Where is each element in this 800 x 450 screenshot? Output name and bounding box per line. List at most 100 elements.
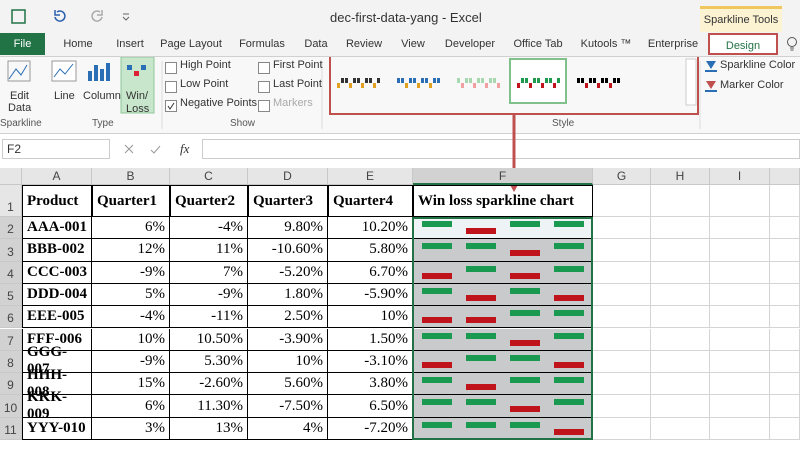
column-header[interactable]: G	[593, 168, 651, 185]
ribbon-tab[interactable]: Office Tab	[513, 38, 563, 50]
table-cell[interactable]: 3.80%	[328, 373, 413, 396]
table-cell[interactable]: 5.30%	[170, 350, 248, 374]
data-label[interactable]: Data	[8, 102, 32, 114]
row-header[interactable]: 2	[0, 217, 22, 240]
name-box[interactable]: F2	[2, 139, 110, 159]
table-cell[interactable]: CCC-003	[22, 261, 92, 284]
table-cell[interactable]: 10%	[248, 350, 328, 374]
table-cell[interactable]: 6.70%	[328, 261, 413, 284]
table-cell[interactable]: YYY-010	[22, 417, 92, 440]
table-cell[interactable]: 3%	[92, 417, 170, 440]
checkbox[interactable]	[165, 100, 177, 112]
tell-me-icon[interactable]	[786, 36, 798, 52]
empty-cell[interactable]	[710, 217, 770, 240]
empty-cell[interactable]	[651, 217, 710, 240]
ribbon-tab[interactable]: File	[0, 33, 45, 55]
ribbon-tab[interactable]: Page Layout	[160, 38, 222, 50]
table-cell[interactable]: 15%	[92, 373, 170, 396]
column-button[interactable]: Column	[83, 90, 121, 102]
empty-cell[interactable]	[770, 373, 800, 396]
empty-cell[interactable]	[710, 417, 770, 440]
ribbon-tab[interactable]: Kutools ™	[580, 38, 632, 50]
empty-cell[interactable]	[770, 395, 800, 418]
table-cell[interactable]: 10%	[92, 328, 170, 351]
table-cell[interactable]: -9%	[92, 350, 170, 374]
table-cell[interactable]: AAA-001	[22, 217, 92, 240]
checkbox-label[interactable]: Markers	[273, 97, 313, 109]
checkbox-label[interactable]: First Point	[273, 59, 323, 71]
empty-cell[interactable]	[710, 185, 770, 217]
checkbox[interactable]	[258, 100, 270, 112]
empty-cell[interactable]	[710, 373, 770, 396]
row-header[interactable]: 4	[0, 261, 22, 284]
table-cell[interactable]: 6%	[92, 395, 170, 418]
empty-cell[interactable]	[710, 283, 770, 307]
column-header[interactable]: I	[710, 168, 770, 185]
checkbox[interactable]	[165, 81, 177, 93]
table-cell[interactable]: -2.60%	[170, 373, 248, 396]
empty-cell[interactable]	[593, 395, 651, 418]
table-cell[interactable]: -11%	[170, 306, 248, 329]
ribbon-tab[interactable]: Home	[63, 38, 93, 50]
table-header-cell[interactable]: Quarter3	[248, 185, 328, 217]
empty-cell[interactable]	[593, 350, 651, 374]
empty-cell[interactable]	[770, 239, 800, 262]
column-header[interactable]: A	[22, 168, 92, 185]
table-cell[interactable]: 10%	[328, 306, 413, 329]
empty-cell[interactable]	[710, 395, 770, 418]
table-cell[interactable]: -3.90%	[248, 328, 328, 351]
table-cell[interactable]: -5.90%	[328, 283, 413, 307]
table-cell[interactable]: 10.20%	[328, 217, 413, 240]
formula-input[interactable]	[202, 139, 800, 159]
row-header[interactable]: 1	[0, 185, 22, 217]
table-cell[interactable]: 1.50%	[328, 328, 413, 351]
table-cell[interactable]: EEE-005	[22, 306, 92, 329]
empty-cell[interactable]	[593, 283, 651, 307]
empty-cell[interactable]	[593, 261, 651, 284]
table-cell[interactable]: 12%	[92, 239, 170, 262]
column-header[interactable]: E	[328, 168, 413, 185]
save-icon[interactable]	[11, 9, 26, 24]
redo-icon[interactable]	[91, 10, 103, 22]
row-header[interactable]: 3	[0, 239, 22, 262]
empty-cell[interactable]	[710, 350, 770, 374]
customize-icon[interactable]	[122, 13, 130, 21]
table-cell[interactable]: -3.10%	[328, 350, 413, 374]
table-cell[interactable]: -9%	[92, 261, 170, 284]
line-button[interactable]: Line	[54, 90, 75, 102]
table-cell[interactable]: 9.80%	[248, 217, 328, 240]
empty-cell[interactable]	[651, 328, 710, 351]
empty-cell[interactable]	[770, 283, 800, 307]
empty-cell[interactable]	[710, 239, 770, 262]
row-header[interactable]: 9	[0, 373, 22, 396]
table-cell[interactable]: FFF-006	[22, 328, 92, 351]
row-header[interactable]: 8	[0, 350, 22, 374]
ribbon-tab[interactable]: Review	[345, 38, 383, 50]
ribbon-tab[interactable]: Formulas	[239, 38, 285, 50]
column-header[interactable]: C	[170, 168, 248, 185]
empty-cell[interactable]	[593, 217, 651, 240]
empty-cell[interactable]	[770, 261, 800, 284]
ribbon-tab[interactable]: Insert	[116, 38, 144, 50]
checkbox-label[interactable]: Low Point	[180, 78, 229, 90]
ribbon-tab[interactable]: Enterprise	[647, 38, 699, 50]
table-cell[interactable]: BBB-002	[22, 239, 92, 262]
row-header[interactable]: 5	[0, 283, 22, 307]
table-header-cell[interactable]: Quarter1	[92, 185, 170, 217]
column-header[interactable]: D	[248, 168, 328, 185]
empty-cell[interactable]	[593, 417, 651, 440]
empty-cell[interactable]	[593, 306, 651, 329]
table-header-cell[interactable]: Quarter4	[328, 185, 413, 217]
column-header[interactable]: H	[651, 168, 710, 185]
table-cell[interactable]: -7.20%	[328, 417, 413, 440]
marker-color-button[interactable]: Marker Color	[720, 79, 784, 91]
column-header[interactable]: F	[413, 168, 593, 185]
row-header[interactable]: 7	[0, 328, 22, 351]
empty-cell[interactable]	[593, 239, 651, 262]
empty-cell[interactable]	[651, 306, 710, 329]
empty-cell[interactable]	[710, 328, 770, 351]
checkbox[interactable]	[258, 62, 270, 74]
winloss-selected[interactable]	[120, 57, 155, 114]
table-cell[interactable]: -9%	[170, 283, 248, 307]
empty-cell[interactable]	[651, 261, 710, 284]
